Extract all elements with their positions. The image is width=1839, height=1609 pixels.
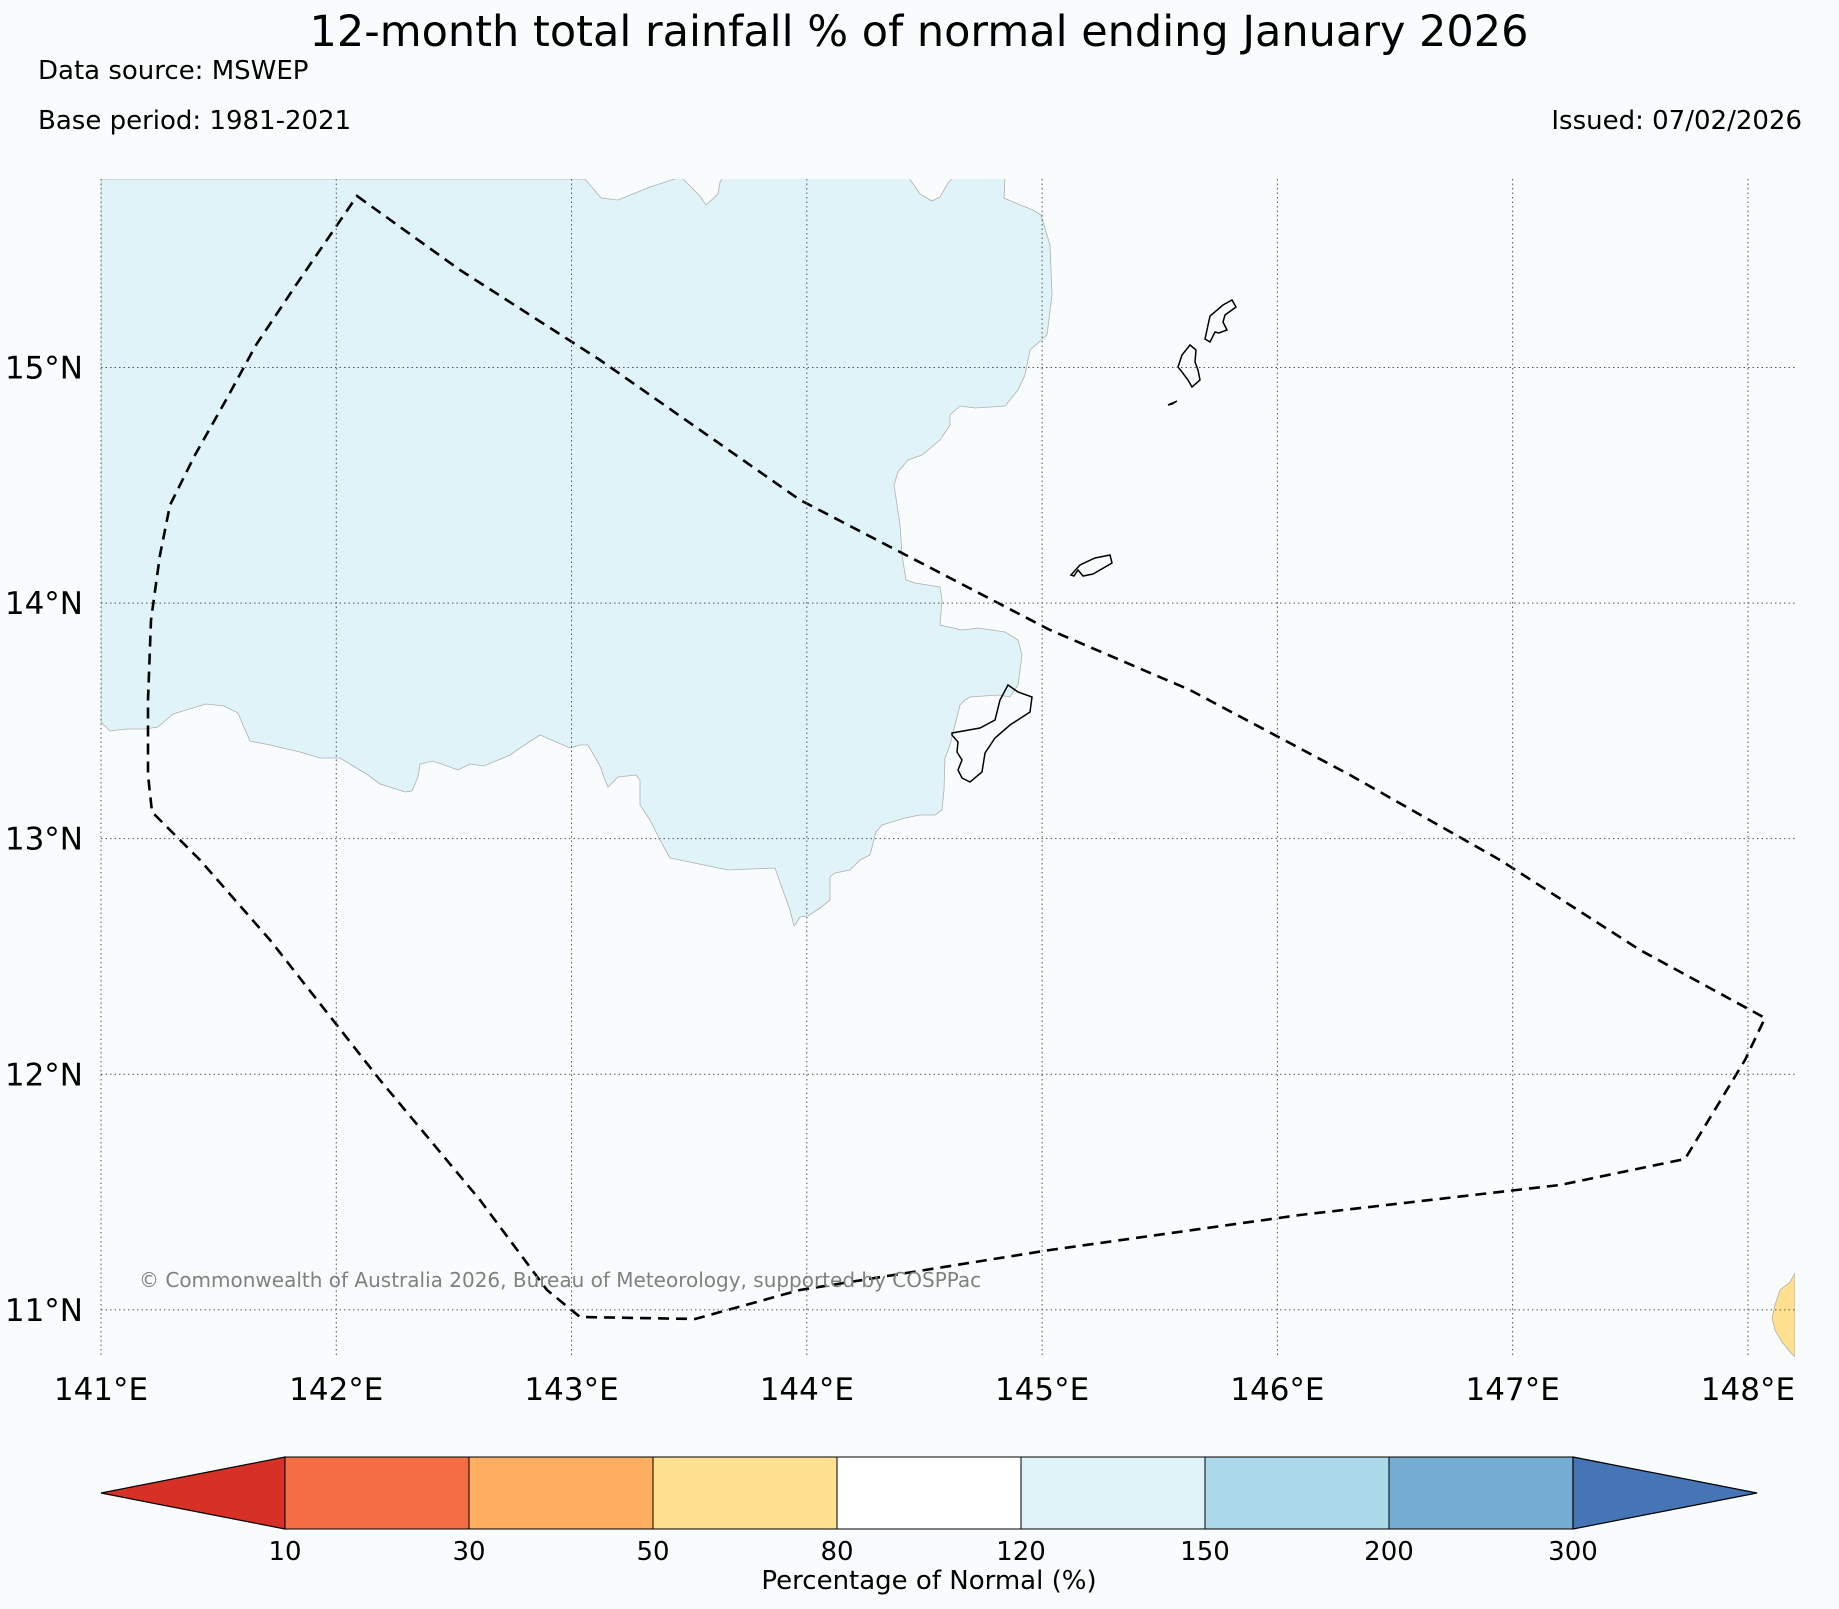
- region-50-80: [1771, 1272, 1795, 1357]
- lon-tick-label: 144°E: [760, 1372, 854, 1408]
- island-north-1: [1204, 298, 1237, 344]
- island-islet: [1167, 400, 1178, 406]
- base-period-label: Base period: 1981-2021: [38, 106, 351, 136]
- colorbar-tick-label: 300: [1548, 1537, 1598, 1567]
- lon-tick-label: 147°E: [1466, 1372, 1560, 1408]
- colorbar-segment: [468, 1456, 654, 1530]
- colorbar-segment: [1388, 1456, 1574, 1530]
- colorbar-extend-low: [100, 1456, 286, 1530]
- lat-tick-label: 12°N: [5, 1057, 83, 1093]
- map-panel: 11°N 12°N 13°N 14°N 15°N 141°E 142°E 143°E 144°…: [5, 179, 1795, 1408]
- colorbar-tick-label: 150: [1180, 1537, 1230, 1567]
- boundary-dashed-line: [146, 194, 1767, 1321]
- colorbar-segment: [836, 1456, 1022, 1530]
- colorbar-tick-label: 10: [268, 1537, 301, 1567]
- colorbar-label: Percentage of Normal (%): [761, 1566, 1096, 1596]
- map-title: 12-month total rainfall % of normal endi…: [310, 7, 1529, 57]
- lat-tick-label: 15°N: [5, 350, 83, 386]
- colorbar-tick-label: 30: [452, 1537, 485, 1567]
- colorbar-segment: [1020, 1456, 1206, 1530]
- lon-tick-label: 141°E: [54, 1372, 148, 1408]
- colorbar-segment: [284, 1456, 470, 1530]
- colorbar-segment: [652, 1456, 838, 1530]
- issued-date-label: Issued: 07/02/2026: [1551, 106, 1802, 136]
- island-south: [951, 683, 1033, 783]
- map-gridlines: [100, 179, 1795, 1357]
- lon-tick-label: 142°E: [289, 1372, 383, 1408]
- copyright-notice: © Commonwealth of Australia 2026, Bureau…: [139, 1268, 981, 1292]
- colorbar-extend-high: [1572, 1456, 1758, 1530]
- lon-tick-label: 146°E: [1230, 1372, 1324, 1408]
- data-source-label: Data source: MSWEP: [38, 56, 308, 86]
- colorbar-tick-label: 200: [1364, 1537, 1414, 1567]
- lat-tick-label: 14°N: [5, 586, 83, 622]
- lat-tick-label: 11°N: [5, 1293, 83, 1329]
- colorbar-tick-label: 50: [636, 1537, 669, 1567]
- latitude-labels: 11°N 12°N 13°N 14°N 15°N: [5, 350, 83, 1328]
- region-120-150: [101, 179, 1053, 927]
- island-middle: [1069, 554, 1113, 577]
- island-outlines: [951, 298, 1237, 783]
- colorbar-tick-label: 80: [820, 1537, 853, 1567]
- longitude-labels: 141°E 142°E 143°E 144°E 145°E 146°E 147°E 148°E: [54, 1372, 1795, 1408]
- island-north-2: [1177, 343, 1201, 389]
- lon-tick-label: 143°E: [524, 1372, 618, 1408]
- colorbar-tick-label: 120: [996, 1537, 1046, 1567]
- lat-tick-label: 13°N: [5, 822, 83, 858]
- lon-tick-label: 145°E: [995, 1372, 1089, 1408]
- colorbar: 10 30 50 80 120 150 200 300: [100, 1456, 1758, 1567]
- lon-tick-label: 148°E: [1701, 1372, 1795, 1408]
- colorbar-segment: [1204, 1456, 1390, 1530]
